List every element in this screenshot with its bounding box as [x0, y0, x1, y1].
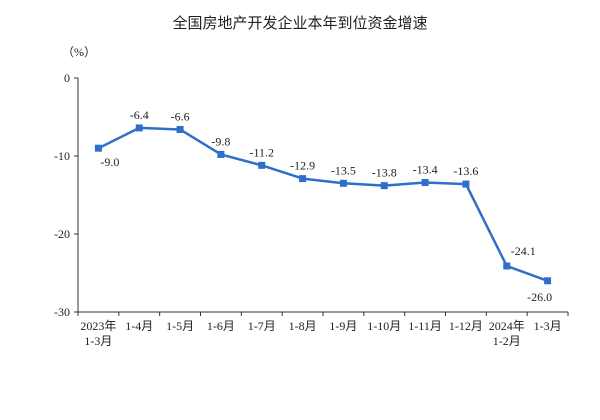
data-label: -9.0: [100, 155, 119, 169]
chart-title: 全国房地产开发企业本年到位资金增速: [172, 14, 428, 32]
x-tick-label-line: 1-8月: [289, 319, 317, 333]
data-label: -13.8: [372, 166, 397, 180]
data-label: -13.6: [453, 164, 478, 178]
data-label: -12.9: [290, 159, 315, 173]
data-point-marker: [94, 144, 102, 152]
x-axis-ticks: 2023年 1-3月1-4月 1-5月 1-6月 1-7月 1-8月 1-9月 1-10月 1-…: [77, 312, 569, 348]
data-point-marker: [258, 161, 266, 169]
data-point-marker: [339, 179, 347, 187]
x-tick-label: 1-6月: [207, 319, 235, 333]
data-label: -11.2: [249, 145, 274, 159]
y-tick-label: 0: [64, 71, 70, 85]
data-point-marker: [544, 277, 552, 285]
x-tick-label-line: 1-7月: [248, 319, 276, 333]
x-tick-label: 1-11月: [408, 319, 442, 333]
data-point-marker: [299, 175, 307, 183]
data-point-marker: [176, 125, 184, 133]
x-tick-label-line: 1-4月: [125, 319, 153, 333]
series-line: [97, 126, 549, 282]
data-labels: -9.0 -6.4 -6.6 -9.8 -11.2 -12.9 -13.5 -13.8 -13.…: [100, 108, 552, 304]
x-tick-label-line: 1-9月: [329, 319, 357, 333]
x-tick-label: 1-5月: [166, 319, 194, 333]
x-tick-label: 1-7月: [248, 319, 276, 333]
x-tick-label-line: 1-6月: [207, 319, 235, 333]
data-label: -6.4: [130, 108, 149, 122]
x-tick-label: 2024年 1-2月: [489, 319, 525, 348]
x-tick-label: 2023年 1-3月: [80, 319, 116, 348]
y-axis-ticks: 0 -10 -20 -30: [54, 71, 78, 319]
x-tick-label-line: 1-11月: [408, 319, 442, 333]
data-point-marker: [380, 182, 388, 190]
x-tick-label: 1-9月: [329, 319, 357, 333]
series-line-group: [97, 126, 549, 282]
x-tick-label-line: 1-3月: [534, 319, 562, 333]
x-tick-label-line: 1-12月: [449, 319, 483, 333]
x-tick-label: 1-8月: [289, 319, 317, 333]
y-unit-label: （%）: [62, 45, 96, 59]
data-point-marker: [217, 150, 225, 158]
x-tick-label: 1-3月: [534, 319, 562, 333]
x-tick-label-line: 1-3月: [84, 334, 112, 348]
data-point-marker: [462, 180, 470, 188]
axes: [77, 78, 568, 313]
data-label: -9.8: [211, 134, 230, 148]
data-label: -13.4: [413, 163, 438, 177]
x-tick-label-line: 1-10月: [367, 319, 401, 333]
x-tick-label-line: 1-2月: [493, 334, 521, 348]
data-label: -13.5: [331, 163, 356, 177]
x-tick-label: 1-12月: [449, 319, 483, 333]
x-tick-label-line: 2023年: [80, 319, 116, 333]
y-tick-label: -20: [54, 227, 70, 241]
y-tick-label: -30: [54, 305, 70, 319]
y-tick-label: -10: [54, 149, 70, 163]
data-point-marker: [503, 262, 511, 270]
x-tick-label-line: 2024年: [489, 319, 525, 333]
data-label: -26.0: [527, 290, 552, 304]
x-tick-label: 1-10月: [367, 319, 401, 333]
data-point-marker: [135, 124, 143, 132]
data-label: -24.1: [511, 244, 536, 258]
x-tick-label-line: 1-5月: [166, 319, 194, 333]
data-point-marker: [421, 179, 429, 187]
data-label: -6.6: [171, 109, 190, 123]
x-tick-label: 1-4月: [125, 319, 153, 333]
data-points: [94, 124, 552, 285]
